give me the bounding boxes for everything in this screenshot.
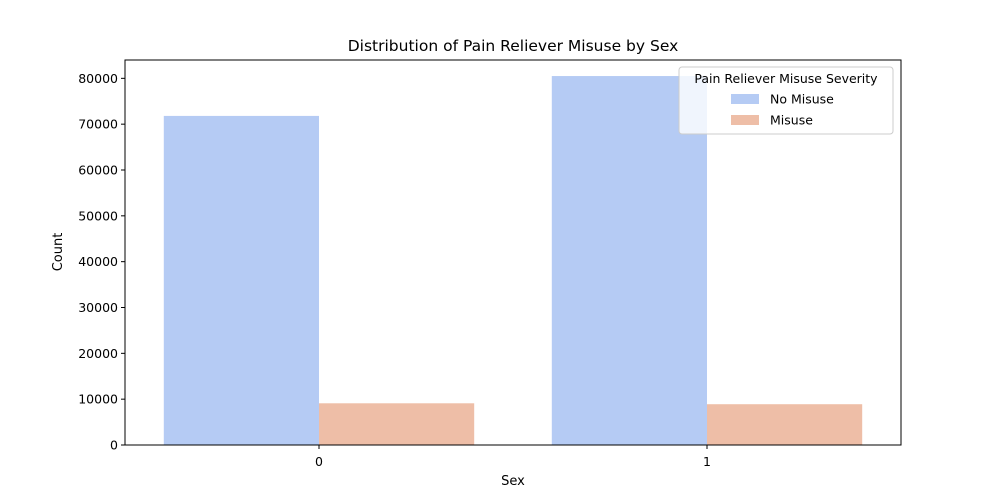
chart-title: Distribution of Pain Reliever Misuse by … (348, 37, 679, 55)
bar-misuse-1 (707, 404, 863, 445)
legend-swatch-no-misuse (731, 94, 759, 104)
y-tick-label: 30000 (78, 300, 118, 315)
y-tick-label: 50000 (78, 208, 118, 223)
y-tick-label: 60000 (78, 163, 118, 178)
legend-items: No Misuse Misuse (731, 92, 834, 128)
bars-group (163, 76, 863, 446)
y-tick-label: 70000 (78, 117, 118, 132)
bar-no-misuse-1 (551, 76, 707, 446)
plot-frame (124, 59, 902, 446)
legend: Pain Reliever Misuse Severity No Misuse M… (678, 66, 894, 135)
legend-label-no-misuse: No Misuse (770, 92, 834, 107)
x-tick-label: 0 (315, 454, 323, 469)
y-tick-label: 40000 (78, 254, 118, 269)
bar-misuse-0 (319, 403, 475, 445)
y-axis: 0 10000 20000 30000 40000 50000 60000 70000 8000… (78, 71, 125, 453)
legend-label-misuse: Misuse (770, 113, 813, 128)
x-axis-title: Sex (501, 474, 525, 489)
y-tick-label: 20000 (78, 346, 118, 361)
legend-swatch-misuse (731, 115, 759, 125)
y-axis-title: Count (51, 233, 66, 272)
y-tick-label: 80000 (78, 71, 118, 86)
bar-no-misuse-0 (163, 115, 319, 446)
y-tick-label: 0 (110, 438, 118, 453)
x-tick-label: 1 (703, 454, 711, 469)
legend-title: Pain Reliever Misuse Severity (694, 71, 878, 86)
y-tick-label: 10000 (78, 392, 118, 407)
